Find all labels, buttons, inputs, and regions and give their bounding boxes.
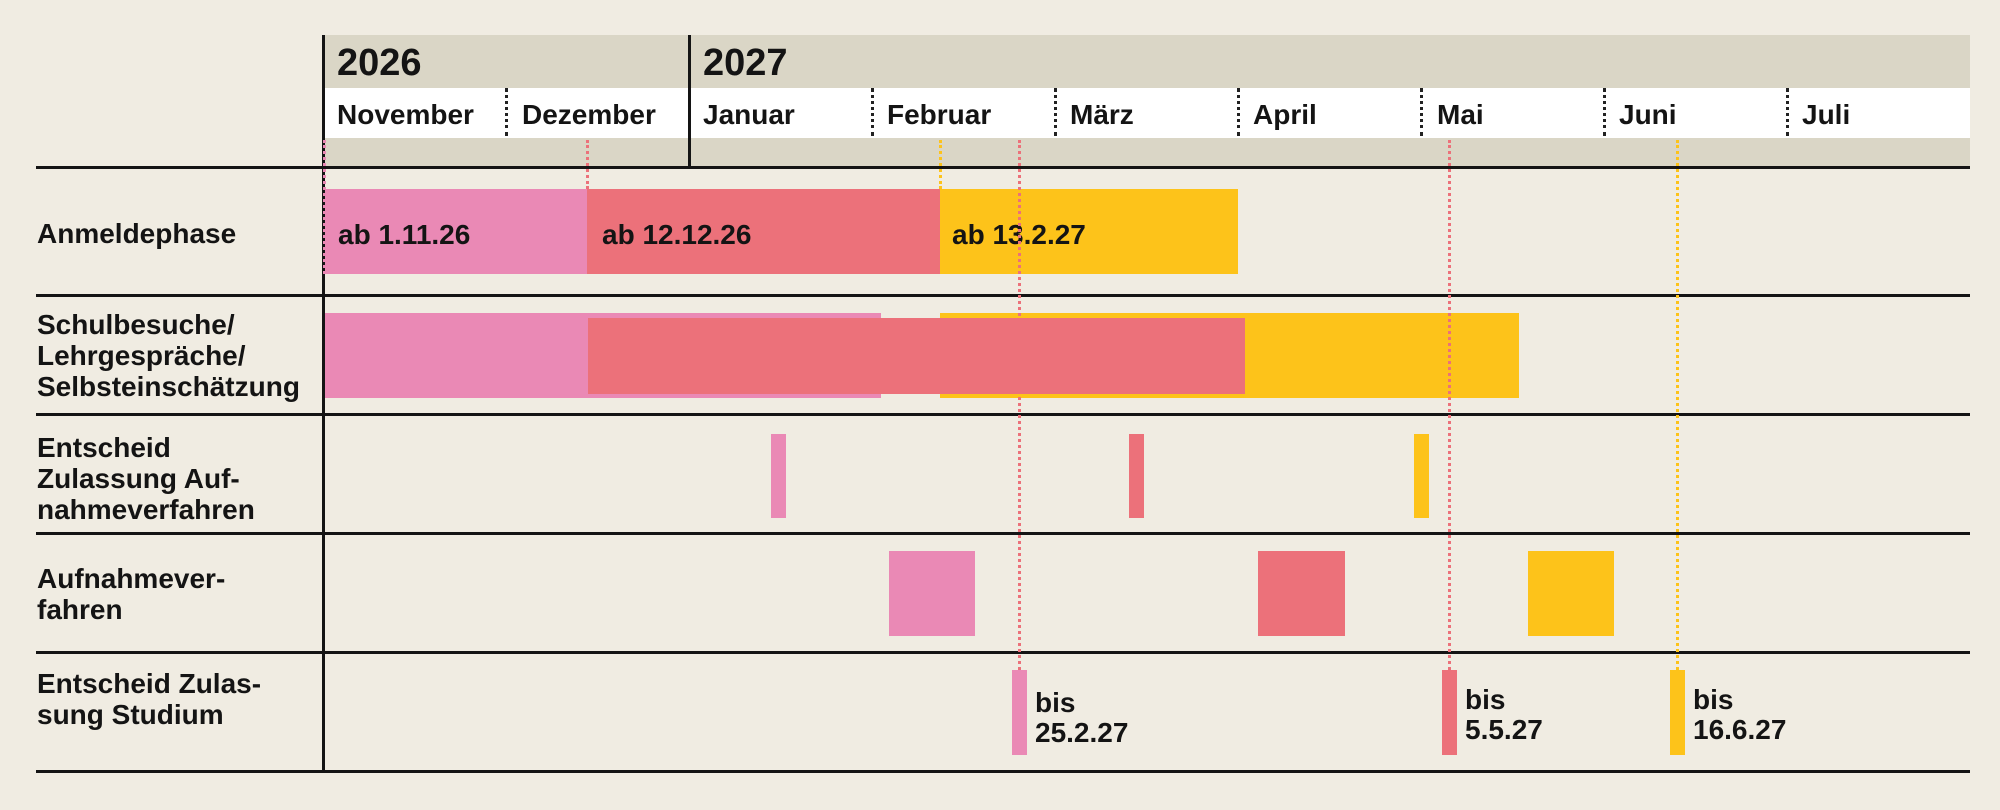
start-marker-red bbox=[586, 140, 589, 189]
row-divider bbox=[36, 166, 1970, 169]
deadline-label-yellow-line1: bis bbox=[1693, 684, 1734, 715]
aufnahmeverfahren-block-red bbox=[1258, 551, 1345, 636]
month-separator bbox=[505, 88, 508, 136]
deadline-label-yellow-line2: 16.6.27 bbox=[1693, 714, 1787, 745]
deadline-label-red-line2: 5.5.27 bbox=[1465, 714, 1543, 745]
start-marker-yellow bbox=[939, 140, 942, 189]
month-separator bbox=[1054, 88, 1057, 136]
anmeldephase-bar-red bbox=[587, 189, 940, 274]
deadline-line-pink bbox=[1018, 140, 1021, 670]
row-divider bbox=[36, 294, 1970, 297]
row-label-schulbesuche-line1: Schulbesuche/ bbox=[37, 309, 235, 340]
row-label-entscheid-studium-line2: sung Studium bbox=[37, 699, 224, 730]
month-label-februar: Februar bbox=[887, 99, 992, 130]
anmeldephase-label-red: ab 12.12.26 bbox=[602, 219, 752, 250]
anmeldephase-bar-pink bbox=[325, 189, 587, 274]
row-divider bbox=[36, 651, 1970, 654]
entscheid-aufnahme-marker-pink bbox=[771, 434, 786, 518]
row-label-aufnahmeverfahren-line2: fahren bbox=[37, 594, 123, 625]
deadline-line-yellow bbox=[1676, 140, 1679, 670]
entscheid-studium-marker-red bbox=[1442, 670, 1457, 755]
month-label-maerz: März bbox=[1070, 99, 1134, 130]
month-separator bbox=[871, 88, 874, 136]
row-label-aufnahmeverfahren-line1: Aufnahmever- bbox=[37, 563, 226, 594]
aufnahmeverfahren-block-yellow bbox=[1528, 551, 1614, 636]
month-label-november: November bbox=[337, 99, 474, 130]
row-label-entscheid-aufnahme-line3: nahmeverfahren bbox=[37, 494, 255, 525]
year-divider bbox=[688, 35, 691, 168]
month-label-dezember: Dezember bbox=[522, 99, 656, 130]
label-column-divider bbox=[322, 35, 325, 773]
month-separator bbox=[1603, 88, 1606, 136]
anmeldephase-label-pink: ab 1.11.26 bbox=[338, 219, 471, 250]
year-label-2026: 2026 bbox=[337, 42, 422, 84]
row-label-schulbesuche-line2: Lehrgespräche/ bbox=[37, 340, 246, 371]
month-separator bbox=[1786, 88, 1789, 136]
row-label-schulbesuche-line3: Selbsteinschätzung bbox=[37, 371, 300, 402]
month-label-juni: Juni bbox=[1619, 99, 1677, 130]
row-label-anmeldephase: Anmeldephase bbox=[37, 218, 237, 249]
deadline-label-pink-line2: 25.2.27 bbox=[1035, 717, 1129, 748]
month-label-januar: Januar bbox=[703, 99, 795, 130]
deadline-label-pink-line1: bis bbox=[1035, 687, 1076, 718]
row-label-entscheid-aufnahme-line2: Zulassung Auf- bbox=[37, 463, 240, 494]
schulbesuche-bar-red bbox=[588, 318, 1245, 394]
month-band bbox=[325, 88, 1970, 138]
entscheid-studium-marker-pink bbox=[1012, 670, 1027, 755]
entscheid-studium-marker-yellow bbox=[1670, 670, 1685, 755]
row-divider bbox=[36, 532, 1970, 535]
row-divider bbox=[36, 413, 1970, 416]
month-separator bbox=[1237, 88, 1240, 136]
anmeldephase-bar-yellow bbox=[940, 189, 1238, 274]
aufnahmeverfahren-block-pink bbox=[889, 551, 975, 636]
row-divider bbox=[36, 770, 1970, 773]
entscheid-aufnahme-marker-red bbox=[1129, 434, 1144, 518]
deadline-line-red bbox=[1448, 140, 1451, 670]
month-label-juli: Juli bbox=[1802, 99, 1851, 130]
month-label-mai: Mai bbox=[1437, 99, 1484, 130]
year-label-2027: 2027 bbox=[703, 42, 788, 84]
deadline-label-red-line1: bis bbox=[1465, 684, 1506, 715]
row-label-entscheid-aufnahme-line1: Entscheid bbox=[37, 432, 171, 463]
start-marker-pink bbox=[323, 140, 326, 274]
entscheid-aufnahme-marker-yellow bbox=[1414, 434, 1429, 518]
row-label-entscheid-studium-line1: Entscheid Zulas- bbox=[37, 668, 262, 699]
month-separator bbox=[1420, 88, 1423, 136]
month-label-april: April bbox=[1253, 99, 1317, 130]
